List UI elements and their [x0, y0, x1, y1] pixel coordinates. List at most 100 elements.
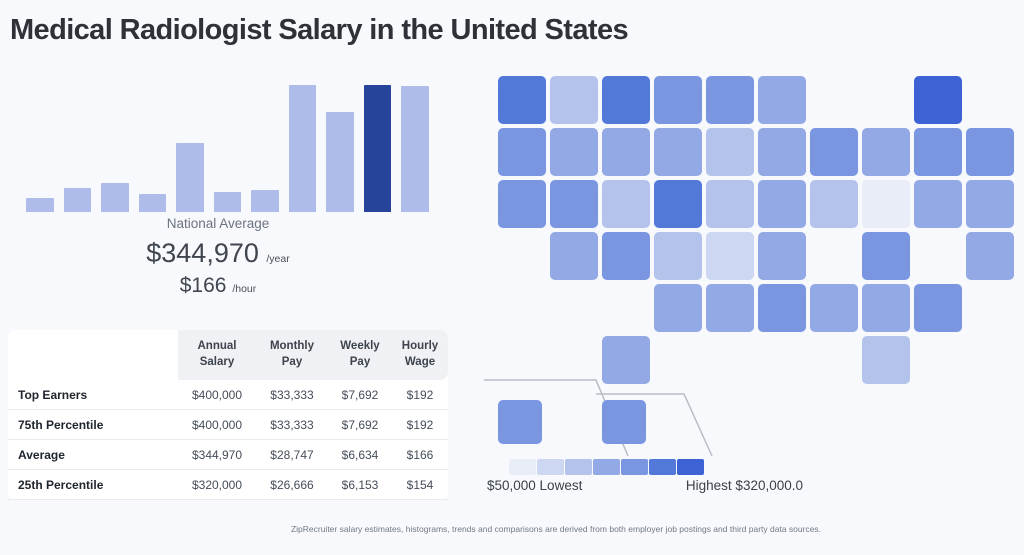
hourly-amount: $166: [179, 274, 227, 297]
histogram-bar-highlighted: [363, 85, 392, 212]
state-tile-AR: [706, 232, 754, 280]
table-value-cell: $26,666: [270, 477, 314, 492]
state-tile-AZ: [550, 232, 598, 280]
table-value-cell: $33,333: [270, 387, 314, 402]
page-title: Medical Radiologist Salary in the United…: [10, 14, 629, 46]
hourly-unit: /hour: [232, 283, 257, 295]
state-tile-IA: [706, 128, 754, 176]
state-tile-NM: [602, 232, 650, 280]
national-average-label: National Average: [166, 216, 270, 231]
state-tile-FL: [862, 336, 910, 384]
national-average-annual: $344,970 /year: [63, 238, 373, 269]
state-tile-AL: [810, 284, 858, 332]
state-tile-GA: [862, 284, 910, 332]
legend-swatch-7: [677, 459, 704, 475]
histogram-bar: [101, 182, 129, 212]
table-value-cell: $166: [406, 447, 434, 462]
state-tile-OH: [862, 128, 910, 176]
state-tile-IL: [758, 128, 806, 176]
map-legend-labels: $50,000 Lowest Highest $320,000.0: [487, 478, 803, 493]
state-tile-SD: [654, 128, 702, 176]
row-label: Average: [18, 447, 65, 462]
table-row: 25th Percentile $320,000 $26,666 $6,153 $154: [8, 470, 448, 500]
legend-swatch-3: [565, 459, 592, 475]
state-tile-MN: [654, 76, 702, 124]
state-tile-WI: [706, 76, 754, 124]
table-value-cell: $320,000: [191, 477, 243, 492]
state-tile-NC: [862, 232, 910, 280]
state-tile-MS: [758, 284, 806, 332]
table-row: 75th Percentile $400,000 $33,333 $7,692 $192: [8, 410, 448, 440]
table-value-cell: $154: [406, 477, 434, 492]
legend-swatch-2: [537, 459, 564, 475]
histogram-bar: [26, 198, 54, 212]
state-tile-MT: [550, 76, 598, 124]
state-tile-CA: [498, 180, 546, 228]
row-label: 75th Percentile: [18, 417, 104, 432]
histogram-bar: [401, 86, 430, 212]
legend-swatch-4: [593, 459, 620, 475]
legend-high-label: Highest $320,000.0: [685, 478, 803, 493]
table-column-header: Hourly Wage: [392, 330, 448, 380]
table-value-cell: $192: [406, 387, 434, 402]
state-tile-HI: [602, 400, 646, 444]
histogram-bar: [288, 85, 317, 212]
footer-note: ZipRecruiter salary estimates, histogram…: [290, 524, 822, 534]
table-row: Top Earners $400,000 $33,333 $7,692 $192: [8, 380, 448, 410]
state-tile-LA: [706, 284, 754, 332]
us-salary-map: [480, 64, 1024, 460]
us-map-svg: [484, 76, 1014, 457]
state-tile-AK: [498, 400, 542, 444]
salary-histogram: [26, 85, 430, 212]
state-tile-NE: [706, 180, 754, 228]
table-column-header: Annual Salary: [178, 330, 256, 380]
table-value-cell: $7,692: [341, 417, 379, 432]
annual-amount: $344,970: [146, 238, 259, 268]
table-value-cell: $6,634: [341, 447, 379, 462]
state-tile-PA: [914, 128, 962, 176]
row-label: 25th Percentile: [18, 477, 104, 492]
histogram-bar: [326, 111, 354, 212]
table-value-cell: $33,333: [270, 417, 314, 432]
state-tile-NY: [914, 76, 962, 124]
state-tile-MO: [758, 180, 806, 228]
table-value-cell: $400,000: [191, 387, 243, 402]
state-tile-MD: [966, 180, 1014, 228]
national-average-hourly: $166 /hour: [63, 274, 373, 298]
table-value-cell: $400,000: [191, 417, 243, 432]
annual-unit: /year: [266, 253, 290, 265]
table-header-row: Annual Salary Monthly Pay Weekly Pay Hourly Wag…: [8, 330, 448, 380]
histogram-bar: [251, 190, 279, 212]
histogram-bar: [213, 191, 242, 212]
legend-low-label: $50,000 Lowest: [487, 478, 583, 493]
state-tile-NJ: [966, 128, 1014, 176]
table-value-cell: $192: [406, 417, 434, 432]
state-tile-WA: [498, 76, 546, 124]
state-tile-VA: [914, 180, 962, 228]
state-tile-WY: [602, 128, 650, 176]
hawaii-inset-border: [596, 393, 713, 457]
map-legend-swatches: [509, 459, 704, 475]
state-tile-MI: [758, 76, 806, 124]
table-header-empty-cell: [8, 330, 178, 380]
table-column-header: Weekly Pay: [328, 330, 392, 380]
state-tile-ID: [550, 128, 598, 176]
state-tile-TX: [602, 336, 650, 384]
state-tile-SC: [914, 284, 962, 332]
table-value-cell: $7,692: [341, 387, 379, 402]
state-tile-DE: [966, 232, 1014, 280]
state-tile-UT: [602, 180, 650, 228]
state-tile-OK: [654, 284, 702, 332]
state-tile-KS: [654, 232, 702, 280]
state-tile-OR: [498, 128, 546, 176]
state-tile-ND: [602, 76, 650, 124]
state-tile-KY: [810, 180, 858, 228]
table-column-header: Monthly Pay: [256, 330, 328, 380]
state-tile-CO: [654, 180, 702, 228]
histogram-bar: [176, 143, 204, 212]
table-value-cell: $28,747: [270, 447, 314, 462]
histogram-bar: [63, 187, 92, 212]
legend-swatch-5: [621, 459, 648, 475]
state-tiles-group: [498, 76, 1014, 444]
